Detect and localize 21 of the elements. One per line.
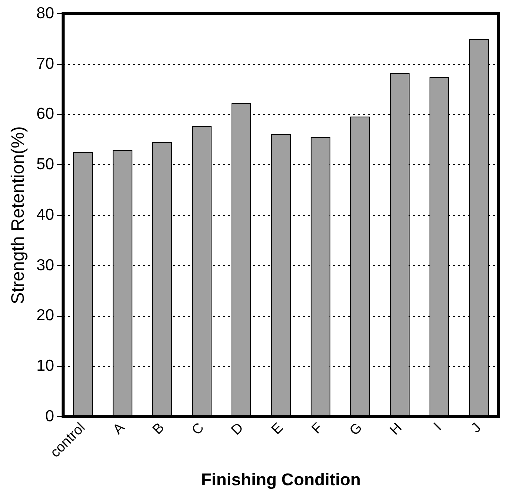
y-axis-title: Strength Retention(%) bbox=[8, 126, 28, 305]
x-tick-label: E bbox=[268, 419, 286, 438]
x-tick-label: A bbox=[110, 419, 128, 438]
x-axis-title: Finishing Condition bbox=[201, 470, 361, 490]
x-tick-label: D bbox=[228, 419, 246, 438]
x-tick-label: H bbox=[386, 419, 405, 438]
y-tick-label: 50 bbox=[36, 156, 54, 174]
y-tick-label: 60 bbox=[36, 106, 54, 124]
x-tick-label: G bbox=[346, 419, 366, 438]
x-tick-label: I bbox=[430, 419, 444, 434]
x-tick-label: C bbox=[188, 419, 207, 438]
x-tick-label: B bbox=[149, 419, 168, 438]
y-tick-label: 0 bbox=[45, 408, 54, 426]
y-tick-label: 70 bbox=[36, 56, 54, 73]
y-tick-label: 80 bbox=[36, 5, 54, 22]
y-tick-label: 30 bbox=[36, 257, 54, 274]
y-tick-label: 20 bbox=[36, 308, 54, 325]
y-tick-label: 10 bbox=[36, 358, 54, 376]
x-tick-label: J bbox=[468, 419, 484, 436]
x-tick-label: F bbox=[308, 419, 326, 437]
y-tick-label: 40 bbox=[36, 206, 54, 224]
